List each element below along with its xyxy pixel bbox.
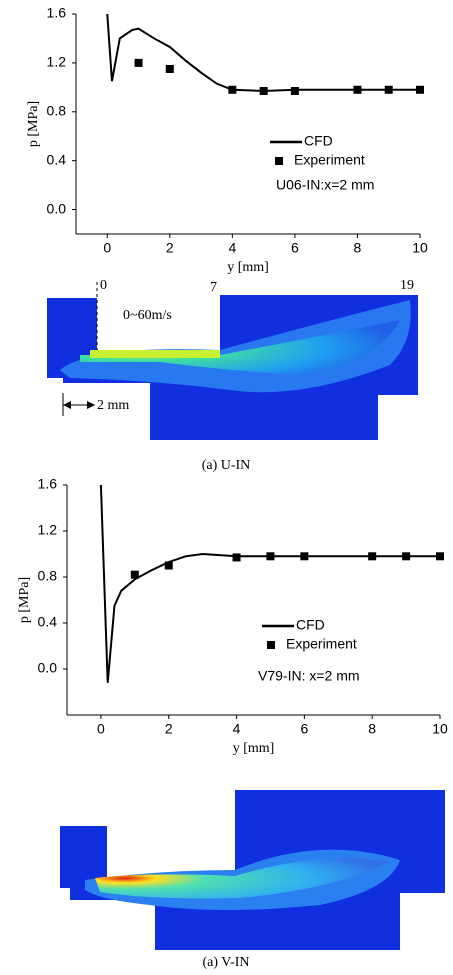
dimension: 2 mm — [97, 398, 129, 413]
experiment-point — [266, 552, 275, 561]
caption: (a) U-IN — [202, 458, 251, 473]
velocity-range: 0~60m/s — [123, 308, 172, 323]
experiment-point — [353, 85, 362, 94]
y-axis-label: p [MPa] — [17, 577, 32, 623]
experiment-point — [402, 552, 411, 561]
experiment-point — [165, 65, 174, 73]
y-tick-label: 1.2 — [38, 522, 58, 538]
annotation: V79-IN: x=2 mm — [258, 668, 360, 684]
x-tick-label: 4 — [228, 240, 236, 256]
y-tick-label: 1.6 — [47, 5, 67, 21]
contour-mark: 19 — [400, 278, 414, 293]
x-tick-label: 0 — [103, 240, 111, 256]
y-axis-label: p [MPa] — [26, 101, 41, 147]
y-tick-label: 0.4 — [47, 151, 67, 167]
x-tick-label: 8 — [354, 240, 362, 256]
y-tick-label: 0.4 — [38, 614, 58, 630]
cfd-line — [106, 13, 420, 93]
experiment-point — [134, 58, 143, 67]
x-tick-label: 0 — [97, 721, 105, 737]
experiment-point — [259, 87, 268, 95]
y-tick-label: 0.8 — [47, 102, 67, 118]
y-tick-label: 0.8 — [38, 568, 58, 584]
contour-mark: 7 — [210, 280, 217, 295]
legend-label: CFD — [304, 133, 333, 149]
legend-label: Experiment — [294, 152, 365, 168]
y-tick-label: 1.6 — [38, 476, 58, 492]
contour-v-in: (a) V-IN — [60, 790, 445, 970]
y-tick-label: 1.2 — [47, 54, 67, 70]
x-tick-label: 2 — [166, 240, 174, 256]
experiment-point — [164, 561, 173, 570]
experiment-point — [232, 553, 241, 562]
cfd-line — [99, 484, 440, 683]
experiment-point — [416, 85, 424, 94]
contour-u-in: 0 7 19 0~60m/s 2 mm (a) U-IN — [47, 278, 418, 473]
experiment-point — [290, 87, 299, 95]
x-tick-label: 2 — [165, 721, 173, 737]
x-tick-label: 8 — [368, 721, 376, 737]
caption: (a) V-IN — [202, 955, 249, 970]
experiment-point — [368, 552, 377, 561]
experiment-point — [384, 85, 393, 94]
experiment-point — [228, 85, 237, 94]
legend-label: Experiment — [286, 636, 357, 652]
experiment-point — [436, 552, 444, 561]
x-tick-label: 10 — [412, 240, 428, 256]
x-tick-label: 10 — [432, 721, 448, 737]
x-axis-label: y [mm] — [227, 260, 269, 275]
y-tick-label: 0.0 — [47, 200, 67, 216]
x-tick-label: 6 — [291, 240, 299, 256]
annotation: U06-IN:x=2 mm — [276, 177, 374, 193]
x-axis-label: y [mm] — [233, 741, 275, 756]
legend-label: CFD — [296, 617, 325, 633]
experiment-point — [130, 570, 139, 579]
x-tick-label: 4 — [233, 721, 241, 737]
experiment-point — [300, 552, 309, 561]
legend-marker — [267, 641, 275, 649]
contour-mark: 0 — [100, 278, 107, 293]
legend-marker — [275, 157, 283, 165]
y-tick-label: 0.0 — [38, 660, 58, 676]
x-tick-label: 6 — [300, 721, 308, 737]
